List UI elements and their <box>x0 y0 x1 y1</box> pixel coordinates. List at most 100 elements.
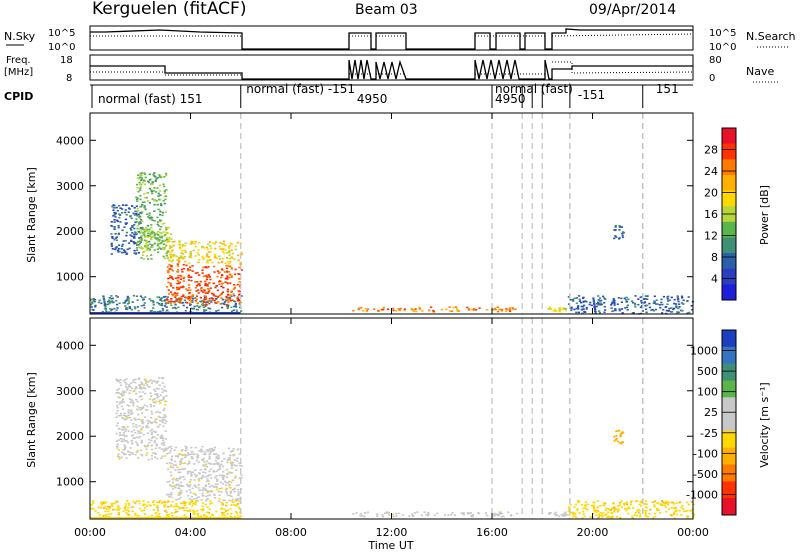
data-cell <box>192 511 195 514</box>
data-cell <box>238 453 241 455</box>
data-cell <box>148 235 151 237</box>
data-cell <box>188 302 191 305</box>
data-cell <box>620 226 623 228</box>
data-cell <box>131 412 134 415</box>
data-cell <box>577 501 580 504</box>
data-cell <box>230 481 233 483</box>
data-cell <box>616 516 619 518</box>
data-cell <box>203 514 206 516</box>
data-cell <box>653 302 656 304</box>
data-cell <box>159 310 162 313</box>
data-cell <box>640 299 643 302</box>
data-cell <box>144 387 147 390</box>
data-cell <box>153 220 156 222</box>
data-cell <box>192 308 195 310</box>
data-cell <box>191 296 194 298</box>
data-cell <box>139 507 142 510</box>
data-cell <box>111 300 114 302</box>
data-cell <box>184 453 187 456</box>
data-cell <box>154 180 157 182</box>
data-cell <box>615 430 618 433</box>
data-cell <box>232 293 235 295</box>
data-cell <box>189 266 192 269</box>
data-cell <box>205 254 208 257</box>
data-cell <box>155 444 158 447</box>
data-cell <box>216 275 219 278</box>
data-cell <box>136 214 139 217</box>
data-cell <box>115 432 118 435</box>
data-cell <box>151 246 154 248</box>
data-cell <box>138 177 141 180</box>
cpid-label: CPID <box>4 90 33 103</box>
data-cell <box>570 309 573 312</box>
data-cell <box>166 299 169 301</box>
data-cell <box>643 503 646 505</box>
data-cell <box>498 308 501 311</box>
data-cell <box>156 506 159 509</box>
data-cell <box>614 235 617 237</box>
data-cell <box>196 457 199 459</box>
data-cell <box>408 515 411 517</box>
data-cell <box>164 438 167 440</box>
data-cell <box>142 304 145 306</box>
data-cell <box>123 226 126 228</box>
data-cell <box>221 269 224 271</box>
data-cell <box>229 454 232 456</box>
data-cell <box>210 297 213 299</box>
data-cell <box>205 495 208 498</box>
data-cell <box>183 509 186 512</box>
data-cell <box>195 295 198 297</box>
data-cell <box>637 298 640 300</box>
data-cell <box>217 309 220 312</box>
data-cell <box>201 459 204 461</box>
data-cell <box>179 247 182 250</box>
data-cell <box>190 279 193 282</box>
data-cell <box>148 248 151 251</box>
colorbar-swatch <box>722 237 736 254</box>
data-cell <box>227 298 230 301</box>
data-cell <box>136 177 139 179</box>
data-cell <box>150 183 153 185</box>
data-cell <box>652 501 655 503</box>
data-cell <box>138 502 141 505</box>
data-cell <box>124 305 127 307</box>
data-cell <box>158 234 161 237</box>
data-cell <box>204 453 207 456</box>
colorbar-frame <box>721 329 737 516</box>
data-cell <box>230 276 233 278</box>
data-cell <box>184 445 187 448</box>
data-cell <box>169 505 172 508</box>
data-cell <box>207 273 210 276</box>
data-cell <box>175 282 178 285</box>
data-cell <box>146 192 149 194</box>
data-cell <box>133 224 136 226</box>
data-cell <box>226 290 229 293</box>
data-cell <box>155 381 158 384</box>
data-cell <box>162 439 165 442</box>
data-cell <box>168 446 171 448</box>
data-cell <box>205 301 208 303</box>
data-cell <box>486 514 489 517</box>
data-cell <box>501 308 504 311</box>
data-cell <box>217 454 220 457</box>
data-cell <box>143 173 147 175</box>
data-cell <box>136 210 140 212</box>
data-cell <box>178 281 181 284</box>
data-cell <box>170 285 173 287</box>
data-cell <box>178 244 181 247</box>
data-cell <box>119 378 122 381</box>
data-cell <box>202 306 205 309</box>
x-tick-label: 16:00 <box>476 526 508 539</box>
data-cell <box>144 378 147 381</box>
data-cell <box>148 214 151 216</box>
data-cell <box>160 300 164 302</box>
data-cell <box>156 187 159 189</box>
data-cell <box>104 308 107 310</box>
data-cell <box>205 297 208 300</box>
data-cell <box>194 446 197 449</box>
data-cell <box>231 498 234 501</box>
data-cell <box>230 256 233 258</box>
data-cell <box>194 300 197 302</box>
data-cell <box>382 307 385 310</box>
data-cell <box>147 258 150 260</box>
